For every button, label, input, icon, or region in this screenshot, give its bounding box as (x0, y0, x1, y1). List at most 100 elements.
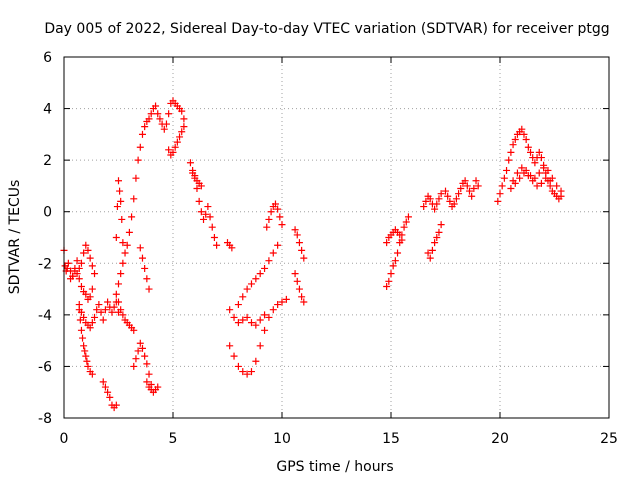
data-point (520, 130, 528, 138)
data-point (387, 270, 395, 278)
data-point (82, 241, 90, 249)
data-point (433, 200, 441, 208)
data-point (261, 326, 269, 334)
data-point (298, 246, 306, 254)
data-point (276, 213, 284, 221)
data-point (169, 148, 177, 156)
data-point (513, 169, 521, 177)
data-point (75, 275, 83, 283)
data-point (88, 262, 96, 270)
data-point (274, 241, 282, 249)
data-point (422, 197, 430, 205)
data-point (300, 298, 308, 306)
data-point (426, 254, 434, 262)
data-point (97, 308, 105, 316)
data-point (77, 282, 85, 290)
data-point (123, 241, 131, 249)
data-point (143, 360, 151, 368)
data-point (64, 259, 72, 267)
data-point (132, 355, 140, 363)
plot-frame (63, 56, 610, 419)
data-point (435, 228, 443, 236)
data-point (402, 218, 410, 226)
y-tick-label: -4 (38, 308, 52, 324)
data-point (261, 264, 269, 272)
data-point (537, 179, 545, 187)
data-point (138, 130, 146, 138)
data-point (265, 215, 273, 223)
data-point (383, 282, 391, 290)
data-point (470, 185, 478, 193)
data-point (160, 125, 168, 133)
data-point (533, 182, 541, 190)
data-point (535, 169, 543, 177)
data-point (80, 249, 88, 257)
data-point (500, 174, 508, 182)
data-point (535, 148, 543, 156)
data-point (145, 115, 153, 123)
data-point (398, 231, 406, 239)
data-point (86, 254, 94, 262)
data-point (256, 270, 264, 278)
data-point (119, 239, 127, 247)
data-point (239, 293, 247, 301)
data-point (446, 197, 454, 205)
data-point (527, 148, 535, 156)
data-point (465, 187, 473, 195)
data-point (141, 123, 149, 131)
data-point (118, 215, 126, 223)
data-point (505, 156, 513, 164)
data-point (115, 280, 122, 288)
data-point (88, 319, 96, 327)
data-point (165, 110, 173, 118)
data-point (80, 342, 88, 350)
data-point (116, 187, 124, 195)
data-point (540, 164, 548, 172)
x-tick-label: 25 (600, 431, 618, 447)
data-point (239, 316, 247, 324)
data-point (206, 213, 214, 221)
data-point (210, 234, 218, 241)
data-point (73, 270, 81, 278)
data-point (226, 306, 234, 314)
data-point (420, 203, 428, 211)
data-point (197, 182, 205, 190)
data-point (88, 370, 96, 378)
data-point (145, 370, 153, 378)
y-tick-label: -8 (38, 411, 52, 427)
data-point (81, 347, 89, 355)
data-point (82, 290, 90, 298)
data-point (173, 138, 181, 146)
data-point (455, 190, 463, 198)
data-point (136, 339, 144, 347)
x-tick-label: 0 (60, 431, 69, 447)
data-point (112, 401, 120, 409)
data-point (93, 306, 101, 314)
data-point (82, 352, 90, 360)
data-point (247, 280, 255, 288)
data-point (256, 342, 264, 350)
data-point (226, 342, 234, 350)
data-point (113, 203, 121, 211)
data-point (134, 156, 142, 164)
data-point (134, 347, 142, 355)
data-point (291, 226, 299, 234)
x-tick-label: 15 (382, 431, 400, 447)
data-point (143, 275, 151, 283)
data-point (404, 213, 412, 221)
data-point (383, 239, 391, 247)
data-point (77, 259, 85, 267)
data-point (138, 254, 146, 262)
data-point (132, 174, 140, 182)
data-point (494, 197, 502, 205)
data-point (115, 177, 122, 185)
data-point (147, 110, 155, 118)
data-point (154, 110, 162, 118)
data-point (274, 205, 282, 213)
data-point (119, 259, 127, 267)
data-point (88, 285, 96, 293)
data-point (112, 290, 120, 298)
data-point (457, 185, 465, 193)
data-point (511, 136, 519, 144)
